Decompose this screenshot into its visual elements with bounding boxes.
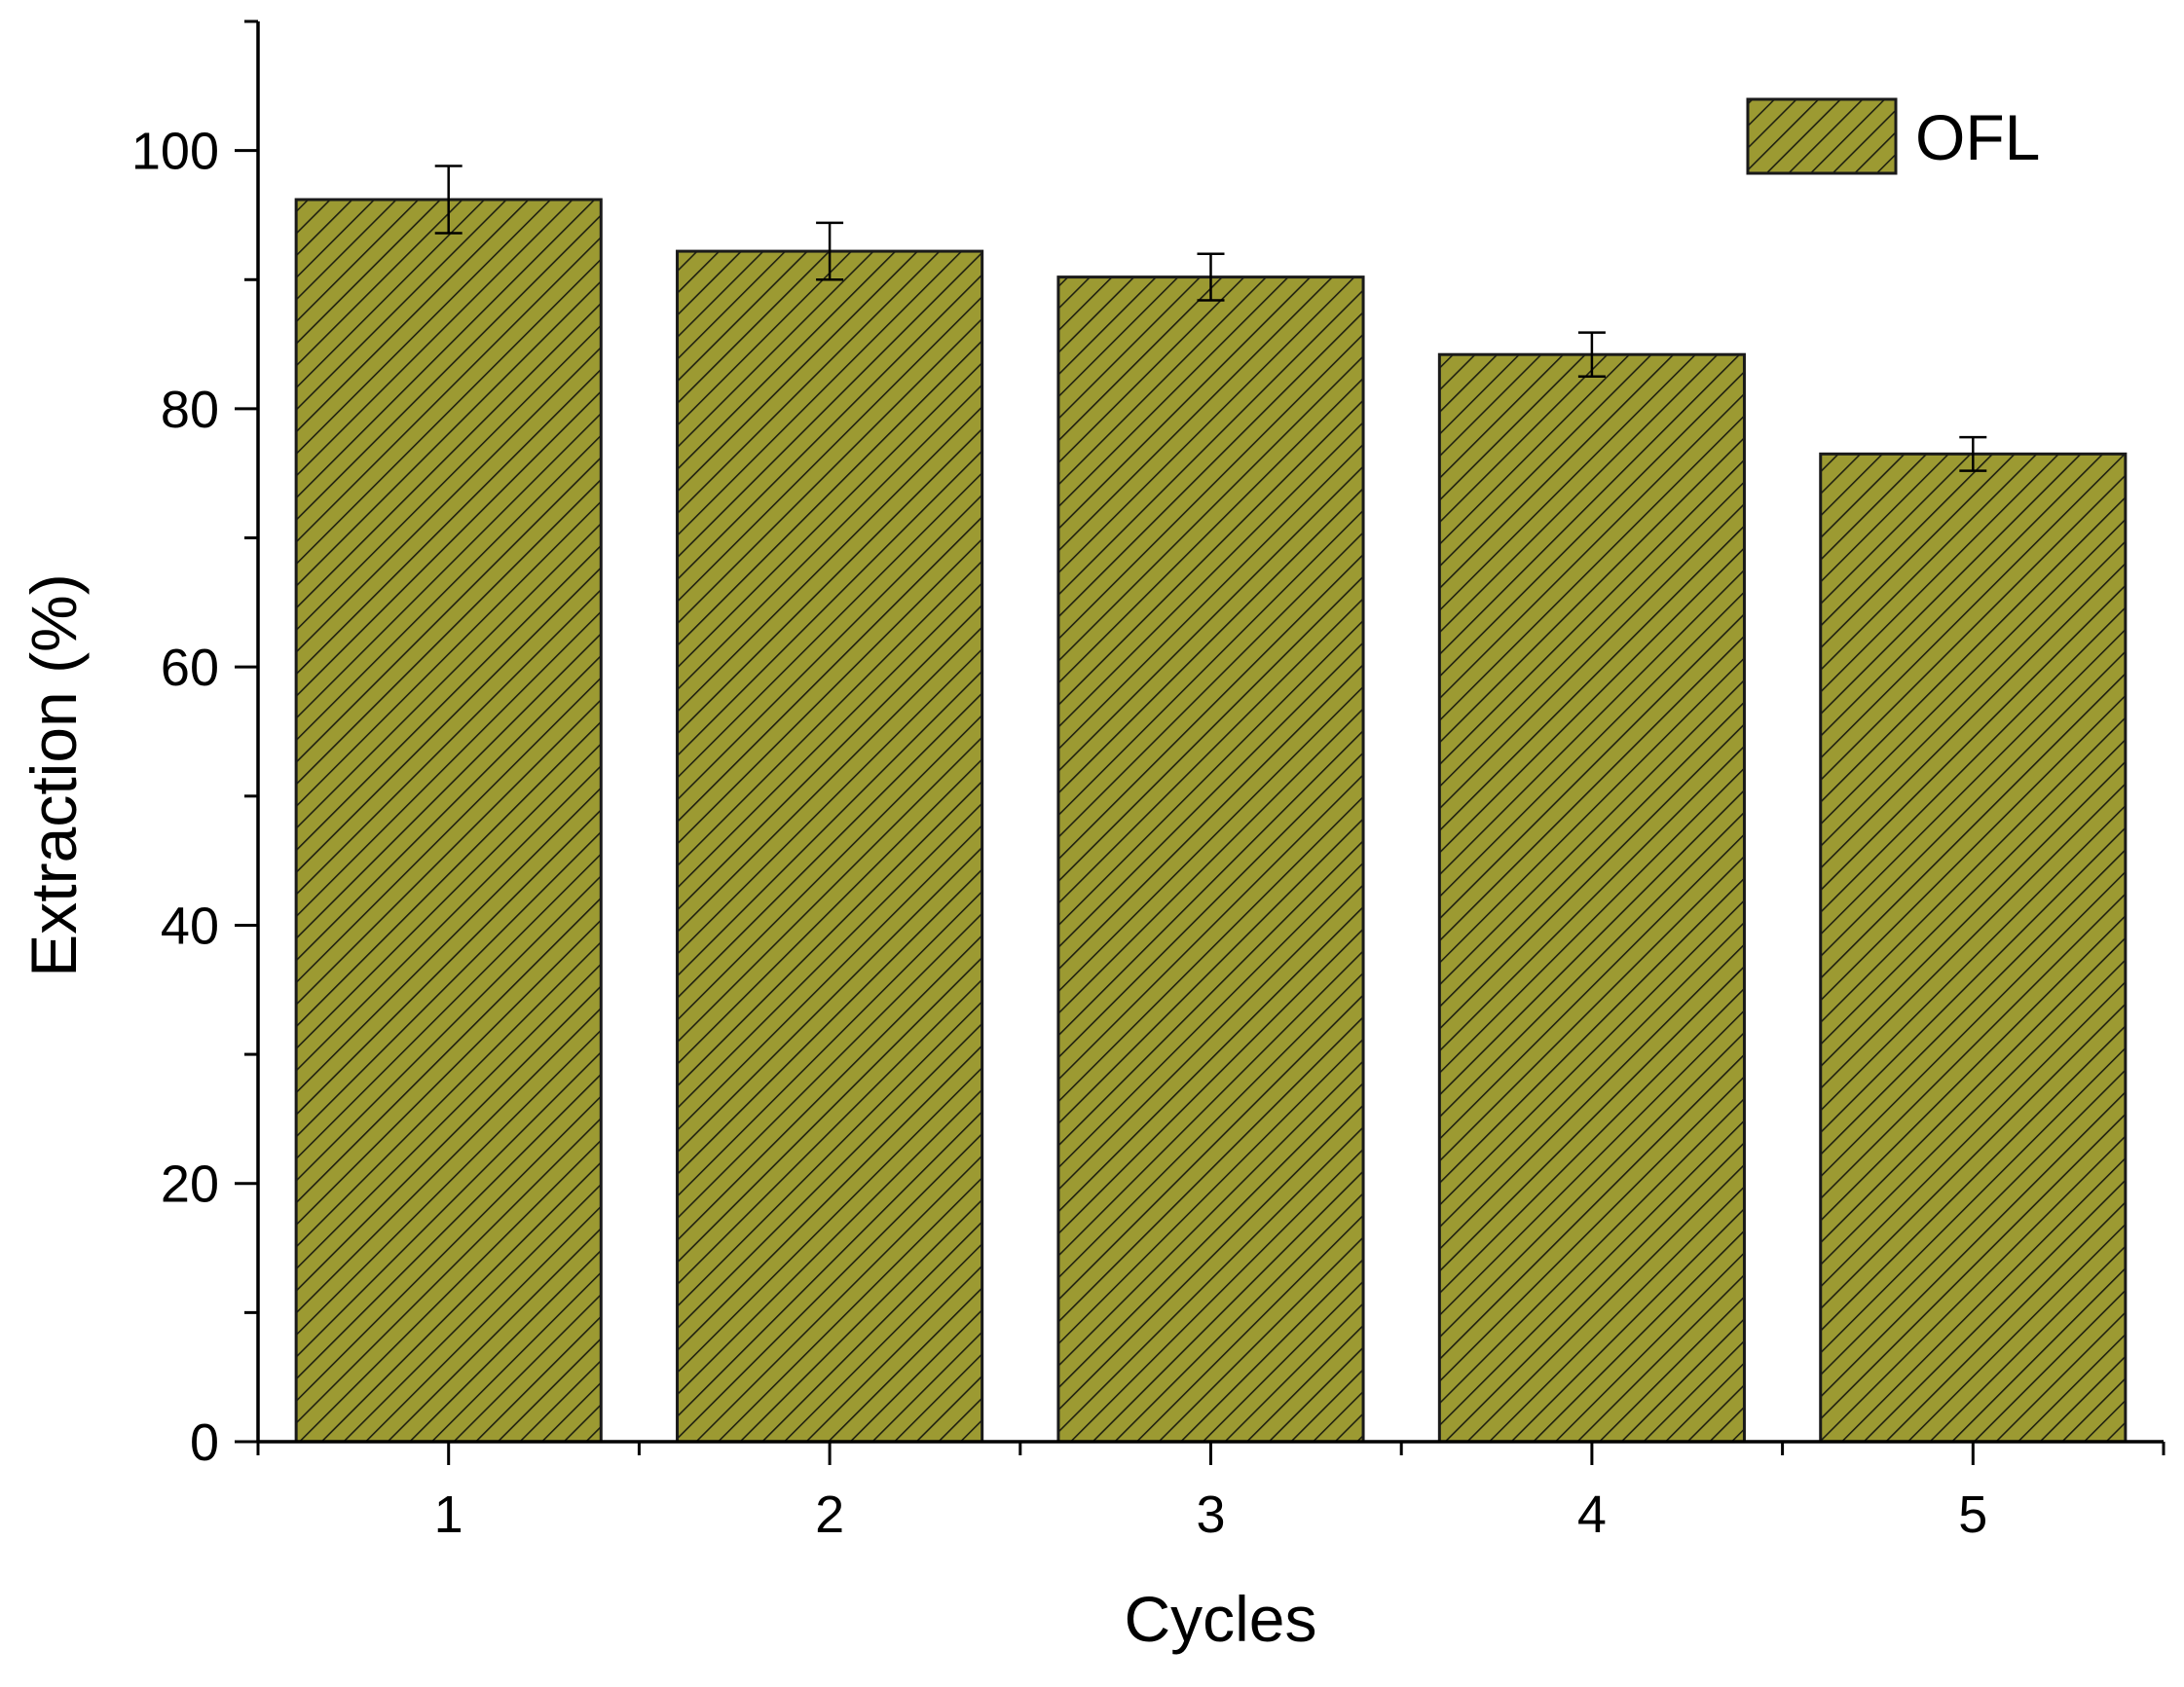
- x-axis-title: Cycles: [1124, 1583, 1316, 1655]
- legend: OFL: [1746, 97, 2040, 175]
- bars-layer: [294, 198, 2128, 1444]
- error-bar-cycle-2: [816, 221, 844, 281]
- error-bar-cycle-5: [1959, 435, 1987, 472]
- y-tick-label: 0: [190, 1413, 219, 1472]
- legend-label: OFL: [1915, 101, 2040, 173]
- bar-cycle-5: [1819, 452, 2128, 1444]
- error-bars-layer: [434, 165, 1987, 472]
- axes-layer: 0 20 40 60 80 100 1 2 3 4 5 Cycles Extraction (%): [18, 19, 2165, 1655]
- legend-swatch: [1746, 97, 1898, 175]
- y-axis-title: Extraction (%): [18, 573, 90, 976]
- error-bar-cycle-1: [434, 165, 463, 235]
- y-tick-label: 20: [161, 1155, 219, 1214]
- x-tick-label: 1: [434, 1485, 463, 1544]
- y-tick-label: 40: [161, 897, 219, 955]
- x-tick-label: 5: [1958, 1485, 1987, 1544]
- error-bar-cycle-4: [1577, 331, 1606, 378]
- y-tick-label: 80: [161, 381, 219, 439]
- bar-cycle-2: [676, 249, 984, 1444]
- y-tick-label: 100: [131, 123, 219, 181]
- x-tick-label: 3: [1196, 1485, 1225, 1544]
- x-tick-label: 2: [815, 1485, 844, 1544]
- bar-cycle-1: [294, 198, 603, 1444]
- bar-cycle-4: [1437, 352, 1746, 1444]
- y-tick-label: 60: [161, 639, 219, 697]
- error-bar-cycle-3: [1197, 252, 1225, 302]
- bar-cycle-3: [1056, 275, 1365, 1444]
- x-tick-label: 4: [1577, 1485, 1607, 1544]
